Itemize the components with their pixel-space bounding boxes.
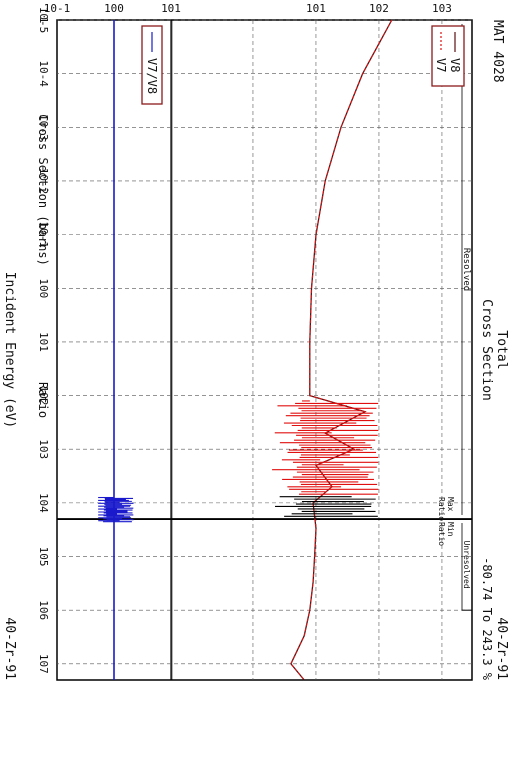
x-tick-label: 106 xyxy=(37,600,50,620)
x-tick-label: 101 xyxy=(37,332,50,352)
x-tick-label: 102 xyxy=(37,386,50,406)
min-ratio-label: Min xyxy=(446,522,455,537)
x-tick-label: 10-1 xyxy=(37,221,50,248)
max-ratio-label: Ratio xyxy=(437,497,446,521)
cross-section-plot-area xyxy=(272,19,393,681)
x-tick-label: 107 xyxy=(37,654,50,674)
y-tick-label-lower: 101 xyxy=(161,2,181,15)
ratio-plot-area xyxy=(98,20,134,680)
mat-label: MAT 4028 xyxy=(490,20,505,83)
resolved-label: Resolved xyxy=(461,248,471,291)
x-tick-label: 1 xyxy=(37,17,50,24)
x-tick-label: 10-3 xyxy=(37,114,50,141)
x-axis-label: Incident Energy (eV) xyxy=(2,272,17,429)
grid-lines xyxy=(57,19,472,680)
series-v7-line xyxy=(290,19,393,681)
x-tick-label: 10-5 xyxy=(37,7,50,34)
legend-lower: V7/V8 xyxy=(141,25,163,105)
x-tick-label: 104 xyxy=(37,493,50,513)
legend-label-v8: V8 xyxy=(448,58,462,72)
legend-label-v7: V7 xyxy=(434,58,448,72)
title-line-1: Total xyxy=(494,330,509,369)
material-label: 40-Zr-91 xyxy=(494,617,509,680)
y-axis-label-lower: Ratio xyxy=(36,382,50,418)
x-tick-label: 100 xyxy=(37,278,50,298)
y-tick-label-lower: 100 xyxy=(104,2,124,15)
material-footer: 40-Zr-91 xyxy=(2,617,17,680)
x-tick-label: 105 xyxy=(37,547,50,567)
x-tick-label: 103 xyxy=(37,439,50,459)
x-tick-label: 10-2 xyxy=(37,168,50,195)
x-tick-label: 10-4 xyxy=(37,60,50,87)
y-tick-label-lower: 10-1 xyxy=(44,2,71,15)
min-ratio-label: Ratio xyxy=(437,522,446,546)
y-axis-label-upper: Cross Section (barns) xyxy=(36,114,50,266)
y-tick-label-upper: 103 xyxy=(432,2,452,15)
legend-upper: V8 V7 xyxy=(431,25,465,87)
title-line-2: Cross Section xyxy=(479,299,494,401)
energy-range-label: -80.74 To 243.3 % xyxy=(480,557,494,681)
legend-label-ratio: V7/V8 xyxy=(145,58,159,94)
plot-frame xyxy=(56,19,473,681)
y-tick-label-upper: 101 xyxy=(306,2,326,15)
x-axis-ticks: 110-5 10-4 10-3 10-2 10-1 100 101 102 103 104 105 1… xyxy=(37,7,50,674)
series-v8-line xyxy=(290,19,393,681)
y-axis-ticks: 101 102 103 10-1 100 101 xyxy=(44,2,452,15)
y-tick-label-upper: 102 xyxy=(369,2,389,15)
unresolved-label: Unresolved xyxy=(462,541,471,589)
max-ratio-label: Max xyxy=(446,497,455,512)
